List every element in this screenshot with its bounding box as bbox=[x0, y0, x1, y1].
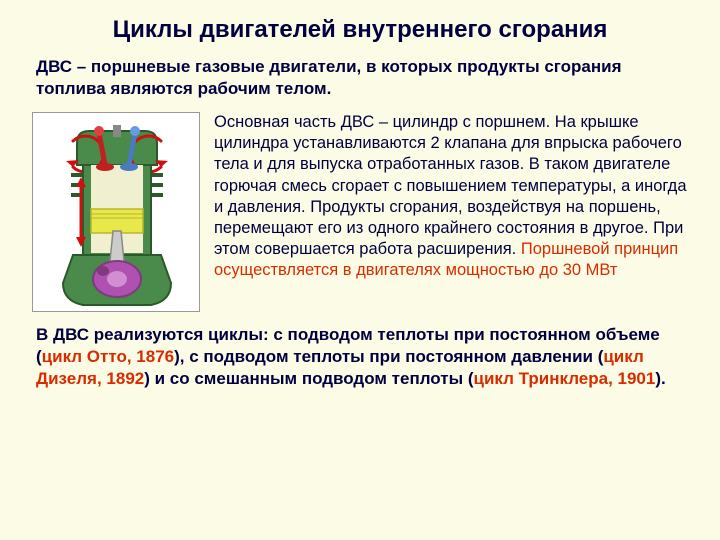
engine-diagram bbox=[32, 112, 200, 312]
bottom-p4: ). bbox=[655, 369, 665, 388]
subtitle-text: ДВС – поршневые газовые двигатели, в кот… bbox=[32, 56, 688, 100]
bottom-p2: ), с подводом теплоты при постоянном дав… bbox=[174, 347, 603, 366]
description-text: Основная часть ДВС – цилиндр с поршнем. … bbox=[214, 112, 688, 281]
middle-row: Основная часть ДВС – цилиндр с поршнем. … bbox=[32, 112, 688, 312]
spark-plug bbox=[113, 125, 121, 137]
description-main: Основная часть ДВС – цилиндр с поршнем. … bbox=[214, 113, 687, 258]
bottom-p3: ) и со смешанным подводом теплоты ( bbox=[144, 369, 473, 388]
cycle-trinkler: цикл Тринклера, 1901 bbox=[474, 369, 656, 388]
engine-svg bbox=[33, 113, 201, 313]
crankshaft bbox=[93, 261, 141, 297]
bottom-text: В ДВС реализуются циклы: с подводом тепл… bbox=[32, 324, 688, 390]
cycle-otto: цикл Отто, 1876 bbox=[42, 347, 174, 366]
page-title: Циклы двигателей внутреннего сгорания bbox=[32, 16, 688, 44]
